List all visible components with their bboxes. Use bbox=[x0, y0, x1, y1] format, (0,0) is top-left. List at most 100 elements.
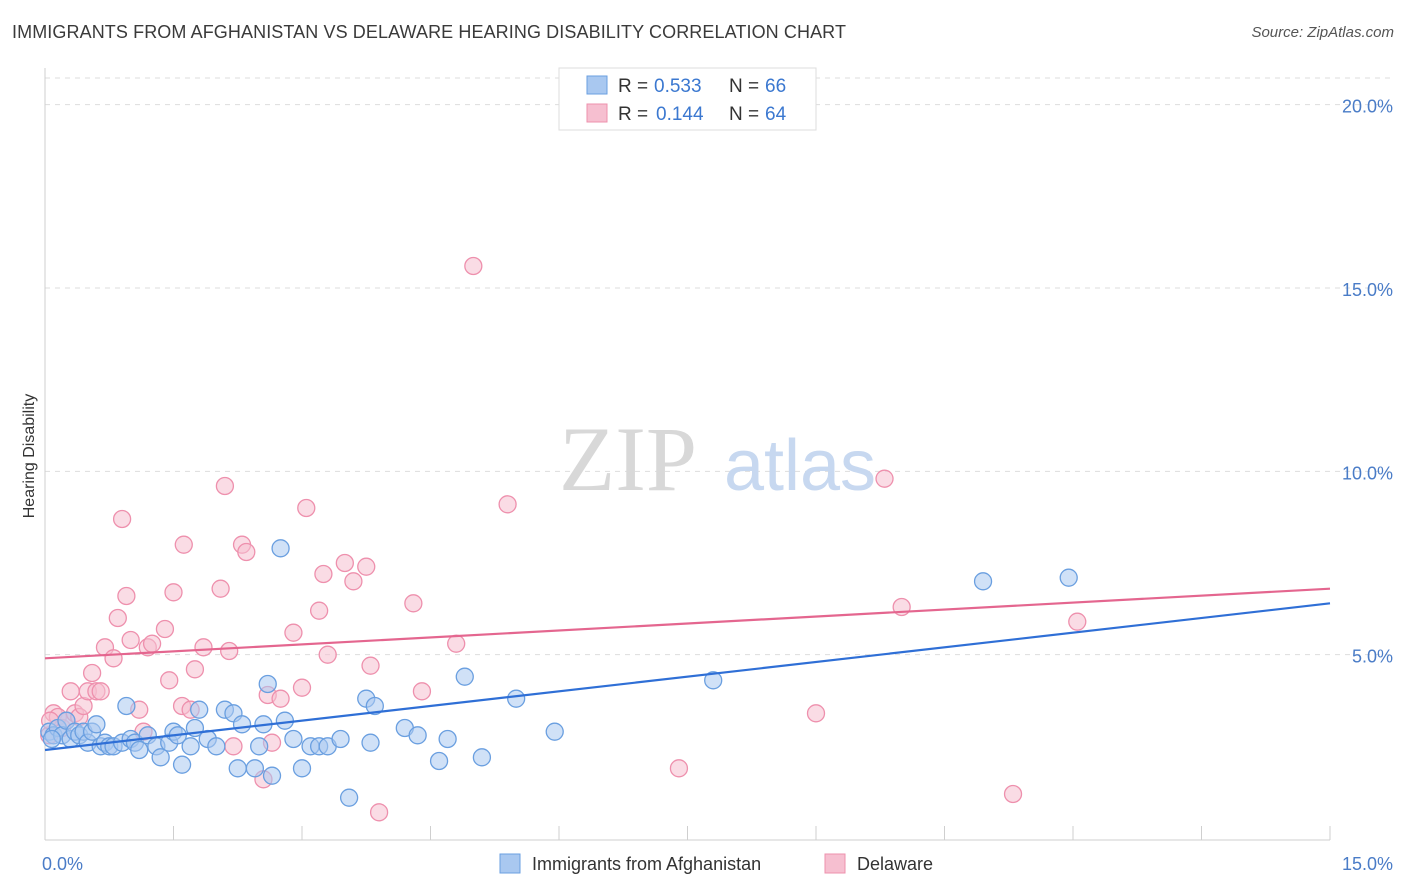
afghanistan-point bbox=[472, 748, 492, 767]
delaware-point bbox=[335, 553, 354, 573]
y-axis-title: Hearing Disability bbox=[21, 394, 38, 519]
delaware-point bbox=[284, 623, 303, 642]
delaware-point bbox=[314, 564, 333, 584]
afghanistan-point bbox=[42, 729, 62, 749]
delaware-point bbox=[121, 630, 140, 650]
bottom-legend-label-delaware: Delaware bbox=[857, 854, 933, 874]
delaware-point bbox=[91, 682, 110, 701]
grid-lines bbox=[45, 77, 1392, 656]
afghanistan-point bbox=[284, 729, 303, 749]
legend-r-label-1: R = bbox=[618, 76, 648, 97]
x-tick-label: 0.0% bbox=[42, 854, 83, 874]
delaware-point bbox=[297, 498, 316, 518]
watermark: ZIP atlas bbox=[559, 408, 876, 510]
afghanistan-point bbox=[250, 737, 269, 756]
afghanistan-point bbox=[262, 766, 282, 785]
legend-n-label-2: N = bbox=[729, 104, 759, 125]
delaware-point bbox=[117, 586, 136, 606]
legend-n-label-1: N = bbox=[729, 76, 759, 97]
source-label: Source: ZipAtlas.com bbox=[1251, 24, 1394, 41]
delaware-point bbox=[82, 663, 102, 683]
delaware-point bbox=[875, 469, 894, 488]
afghanistan-point bbox=[87, 715, 106, 734]
afghanistan-point bbox=[232, 715, 252, 734]
afghanistan-point bbox=[455, 667, 474, 686]
afghanistan-point bbox=[117, 696, 136, 716]
data-points bbox=[40, 256, 1087, 822]
legend-r-label-2: R = bbox=[618, 104, 648, 125]
watermark-atlas: atlas bbox=[724, 426, 876, 506]
afghanistan-point bbox=[365, 696, 384, 716]
afghanistan-point bbox=[151, 748, 170, 767]
delaware-point bbox=[361, 656, 380, 675]
afghanistan-point bbox=[704, 671, 723, 690]
legend-n-value-1: 66 bbox=[765, 76, 786, 97]
delaware-point bbox=[108, 608, 127, 628]
delaware-point bbox=[447, 634, 466, 653]
delaware-point bbox=[1003, 784, 1023, 804]
delaware-trend-line bbox=[44, 587, 1331, 660]
delaware-point bbox=[237, 542, 256, 562]
delaware-point bbox=[464, 256, 483, 276]
delaware-point bbox=[155, 619, 175, 639]
afghanistan-point bbox=[545, 722, 564, 741]
delaware-point bbox=[104, 649, 123, 668]
afghanistan-point bbox=[331, 729, 350, 749]
delaware-point bbox=[271, 689, 290, 708]
x-tick-label: 15.0% bbox=[1342, 854, 1393, 874]
legend-n-value-2: 64 bbox=[765, 104, 787, 125]
delaware-point bbox=[404, 594, 423, 613]
afghanistan-point bbox=[339, 788, 359, 807]
afghanistan-point bbox=[408, 726, 427, 745]
stats-legend: R = 0.533 N = 66 R = 0.144 N = 64 bbox=[558, 67, 817, 131]
afghanistan-trend-line bbox=[44, 602, 1331, 752]
bottom-legend-swatch-blue bbox=[499, 853, 521, 874]
afghanistan-point bbox=[973, 572, 993, 591]
delaware-point bbox=[669, 759, 689, 778]
delaware-point bbox=[194, 638, 213, 657]
afghanistan-point bbox=[271, 539, 290, 558]
chart-title: IMMIGRANTS FROM AFGHANISTAN VS DELAWARE … bbox=[12, 22, 847, 42]
legend-r-value-2: 0.144 bbox=[656, 104, 704, 125]
delaware-point bbox=[344, 572, 363, 591]
afghanistan-point bbox=[1059, 568, 1078, 587]
trend-lines bbox=[44, 587, 1331, 752]
y-tick-label: 10.0% bbox=[1342, 463, 1393, 483]
legend-swatch-blue bbox=[586, 75, 608, 95]
delaware-point bbox=[318, 645, 337, 664]
afghanistan-point bbox=[181, 737, 200, 756]
afghanistan-point bbox=[429, 751, 449, 771]
afghanistan-point bbox=[361, 733, 380, 752]
legend-swatch-pink bbox=[586, 103, 608, 123]
bottom-legend-label-afghanistan: Immigrants from Afghanistan bbox=[532, 854, 761, 874]
y-tick-label: 5.0% bbox=[1352, 647, 1393, 667]
axes: 5.0% 10.0% 15.0% 20.0% 0.0% 15.0% bbox=[42, 68, 1393, 874]
delaware-point bbox=[211, 579, 230, 598]
afghanistan-point bbox=[207, 737, 226, 756]
delaware-point bbox=[215, 476, 235, 496]
delaware-point bbox=[1068, 612, 1087, 631]
delaware-point bbox=[164, 583, 183, 602]
afghanistan-point bbox=[292, 759, 312, 778]
y-tick-label: 15.0% bbox=[1342, 280, 1393, 300]
delaware-point bbox=[309, 601, 329, 620]
delaware-point bbox=[112, 509, 132, 529]
delaware-point bbox=[224, 737, 243, 756]
afghanistan-point bbox=[438, 729, 457, 749]
delaware-point bbox=[412, 682, 432, 701]
delaware-point bbox=[498, 495, 517, 514]
afghanistan-point bbox=[130, 740, 149, 760]
delaware-point bbox=[160, 671, 179, 690]
afghanistan-point bbox=[172, 755, 192, 774]
bottom-legend-swatch-pink bbox=[824, 853, 846, 874]
delaware-point bbox=[806, 704, 826, 723]
delaware-point bbox=[174, 535, 193, 554]
afghanistan-point bbox=[190, 700, 209, 719]
afghanistan-point bbox=[275, 711, 295, 730]
delaware-point bbox=[142, 634, 162, 653]
delaware-point bbox=[220, 641, 239, 661]
legend-r-value-1: 0.533 bbox=[654, 76, 702, 97]
y-tick-label: 20.0% bbox=[1342, 97, 1393, 117]
afghanistan-point bbox=[228, 759, 247, 778]
